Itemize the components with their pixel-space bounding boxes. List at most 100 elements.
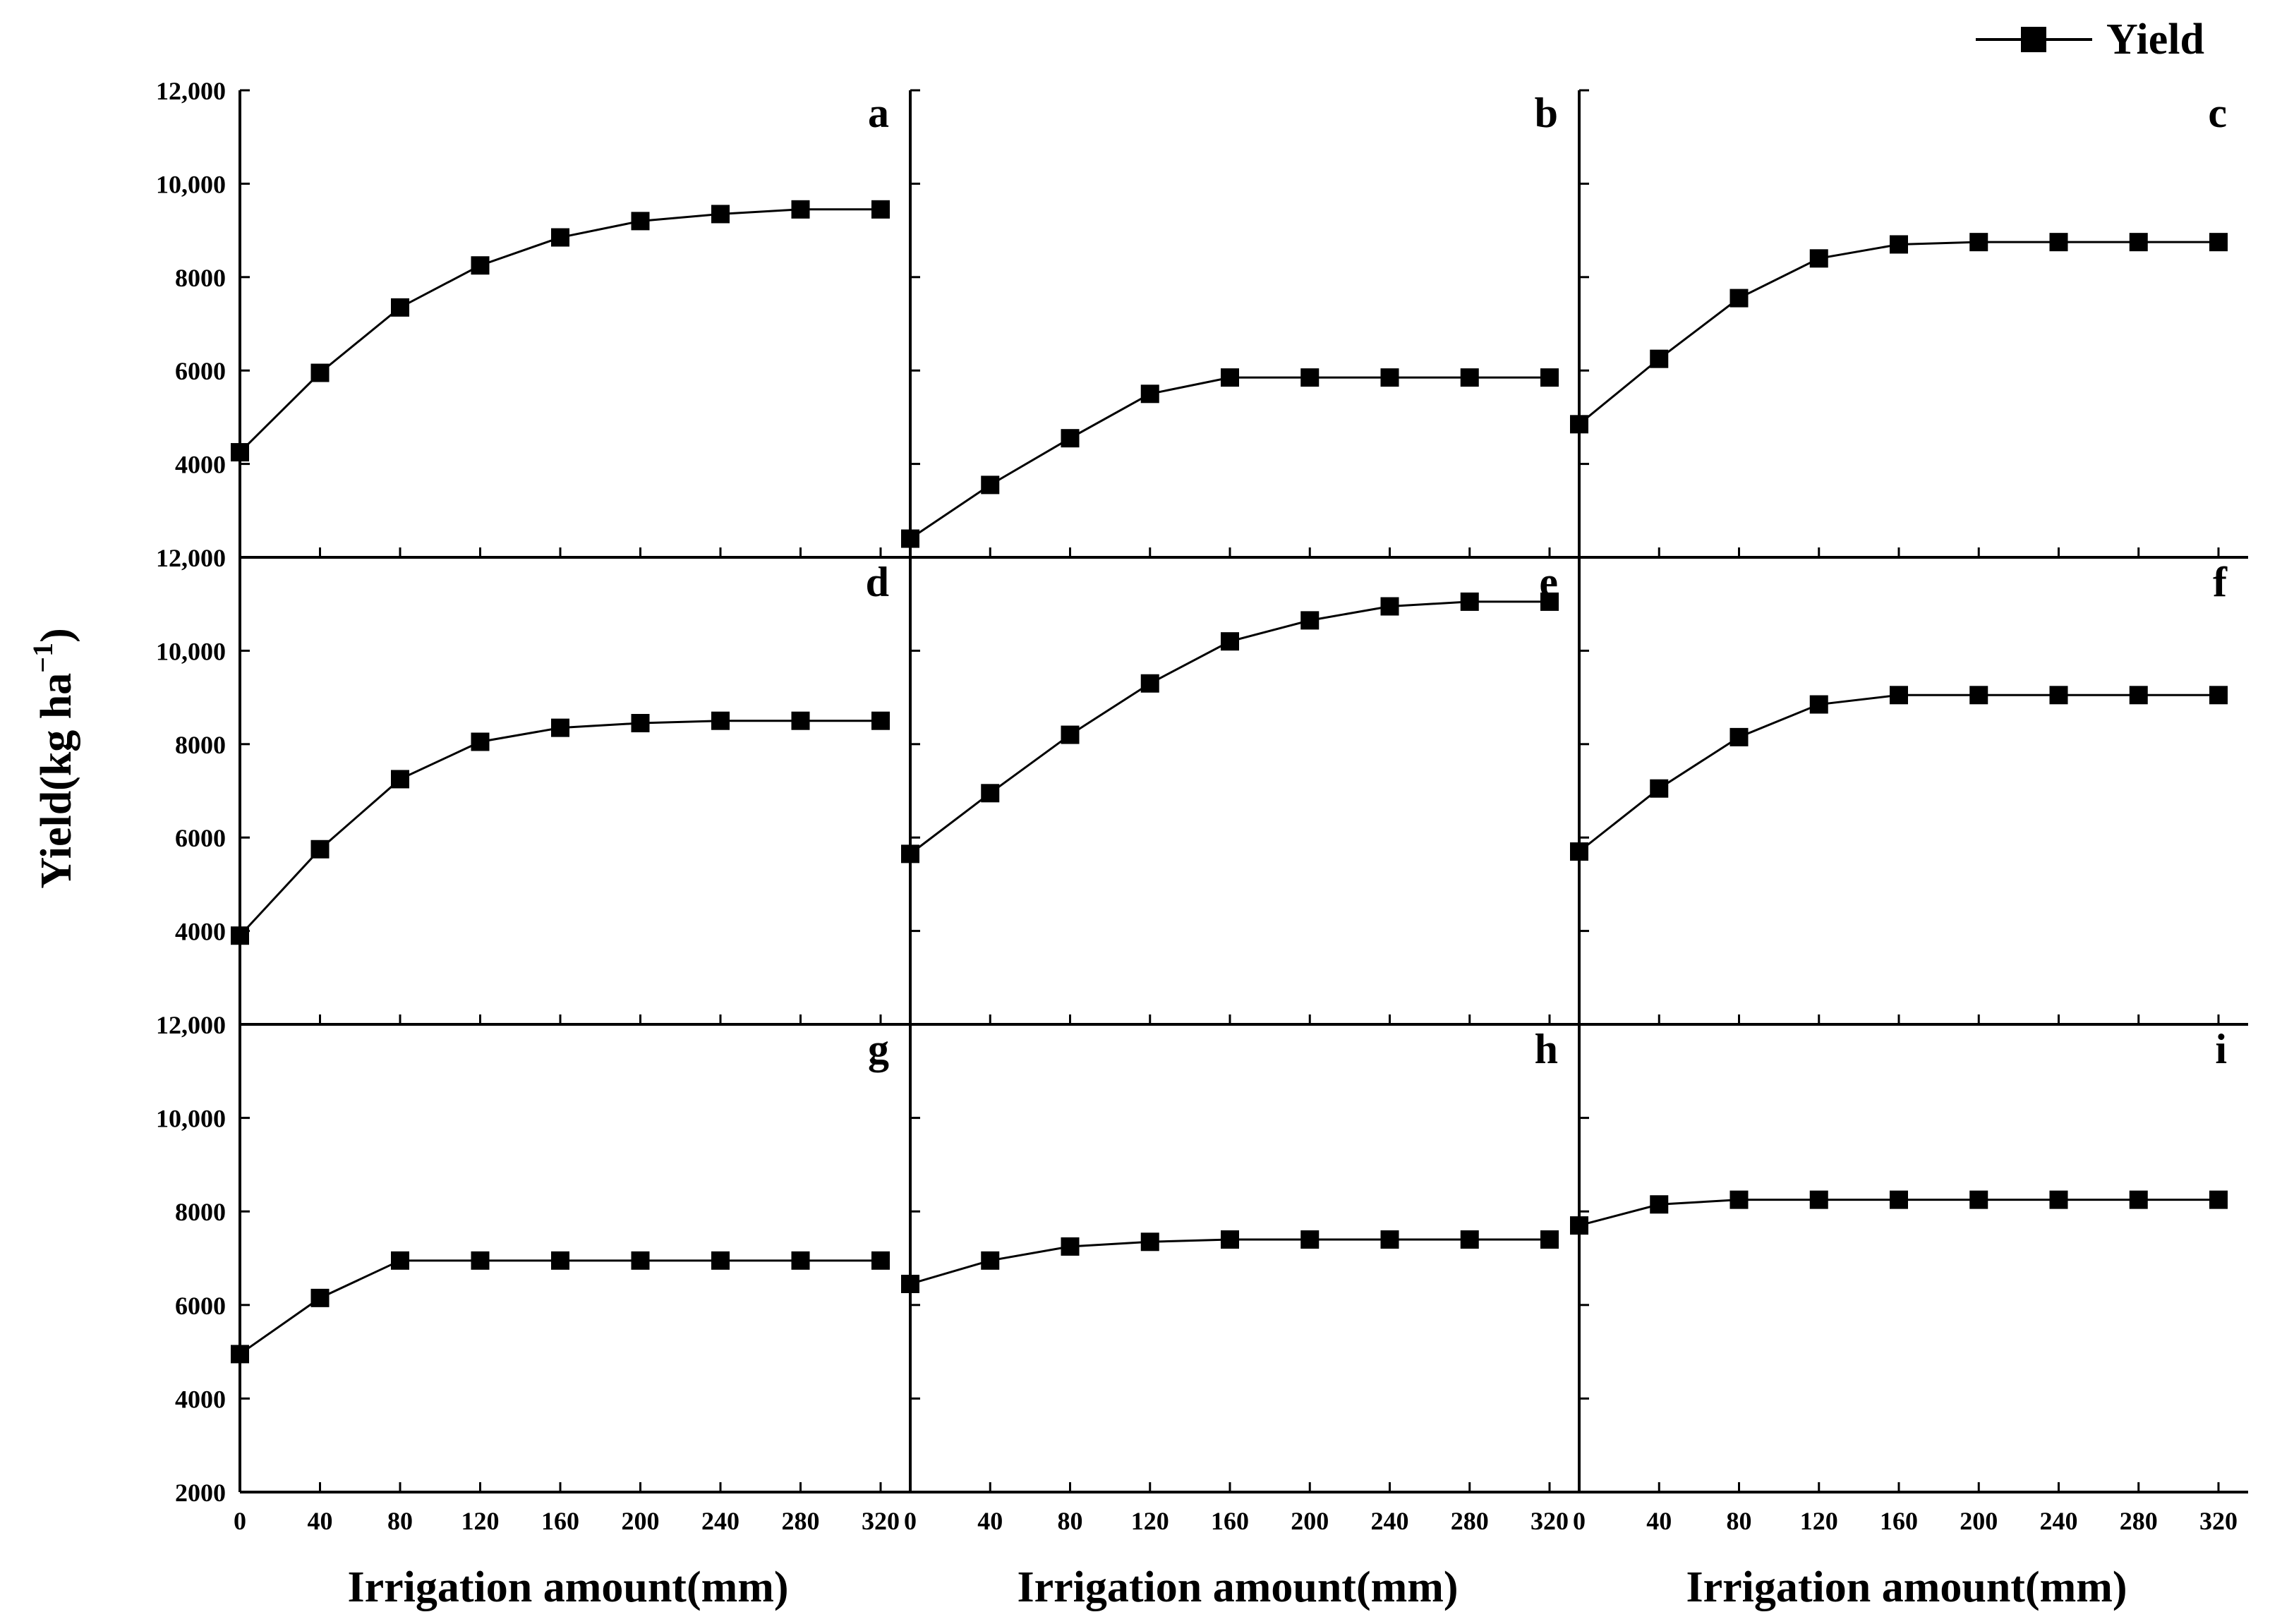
data-point-g-7 — [791, 1251, 810, 1270]
data-point-a-4 — [551, 228, 569, 247]
data-point-f-1 — [1650, 779, 1669, 798]
data-point-e-0 — [901, 844, 919, 863]
data-point-h-5 — [1300, 1230, 1320, 1249]
data-point-g-0 — [231, 1345, 249, 1364]
x-tick-label: 240 — [1371, 1507, 1409, 1535]
x-axis-title: Irrigation amount(mm) — [1017, 1563, 1458, 1611]
data-point-c-4 — [1890, 235, 1908, 254]
y-tick-label: 12,000 — [156, 1011, 226, 1039]
data-point-d-8 — [871, 711, 890, 730]
y-tick-label: 10,000 — [156, 1105, 226, 1133]
data-point-f-6 — [2049, 686, 2068, 705]
data-point-a-1 — [310, 363, 330, 382]
data-point-a-5 — [631, 212, 650, 231]
data-point-a-7 — [791, 200, 810, 219]
y-tick-label: 6000 — [175, 824, 226, 852]
data-point-h-0 — [901, 1274, 919, 1293]
y-tick-label: 8000 — [175, 264, 226, 292]
data-point-i-7 — [2129, 1190, 2148, 1209]
y-axis-label: Yield(kg ha−1) — [27, 628, 80, 889]
data-point-d-2 — [391, 770, 409, 789]
data-point-i-4 — [1890, 1190, 1908, 1209]
data-point-c-3 — [1809, 249, 1828, 268]
data-point-i-2 — [1729, 1190, 1749, 1209]
panel-g: 12,000 10,000 8000 6000 4000 2000 g — [156, 1011, 890, 1507]
data-point-c-5 — [1969, 233, 1988, 252]
x-tick-label: 0 — [234, 1507, 246, 1535]
series-line-d — [239, 720, 881, 937]
panel-i: i — [1570, 1023, 2228, 1493]
data-point-f-3 — [1809, 695, 1828, 714]
panel-label-f: f — [2213, 559, 2228, 605]
y-tick-label: 6000 — [175, 357, 226, 385]
y-tick-label: 2000 — [175, 1479, 226, 1507]
x-tick-label: 160 — [1880, 1507, 1918, 1535]
y-tick-label: 8000 — [175, 1198, 226, 1226]
data-point-c-8 — [2209, 233, 2228, 252]
data-point-f-2 — [1729, 727, 1749, 746]
data-point-b-6 — [1380, 368, 1399, 387]
x-tick-label: 200 — [1291, 1507, 1329, 1535]
data-point-c-0 — [1570, 415, 1588, 434]
x-axis-title: Irrigation amount(mm) — [347, 1563, 788, 1611]
data-point-i-5 — [1969, 1190, 1988, 1209]
series-line-c — [1578, 241, 2218, 425]
panel-label-i: i — [2215, 1026, 2227, 1072]
data-point-d-5 — [631, 714, 650, 733]
panel-label-a: a — [868, 90, 889, 136]
y-tick-label: 6000 — [175, 1292, 226, 1320]
y-tick-label: 4000 — [175, 918, 226, 946]
data-point-h-1 — [981, 1251, 1000, 1270]
data-point-a-0 — [231, 443, 249, 462]
series-line-f — [1578, 693, 2218, 853]
x-tick-label: 120 — [461, 1507, 500, 1535]
data-point-a-2 — [391, 298, 409, 317]
data-point-g-3 — [471, 1251, 490, 1270]
data-point-d-7 — [791, 711, 810, 730]
x-tick-label: 80 — [1058, 1507, 1083, 1535]
data-point-f-7 — [2129, 686, 2148, 705]
y-tick-label: 12,000 — [156, 77, 226, 105]
x-axis-title: Irrigation amount(mm) — [1686, 1563, 2127, 1611]
panel-label-b: b — [1535, 90, 1558, 136]
x-tick-label: 120 — [1800, 1507, 1838, 1535]
data-point-i-0 — [1570, 1216, 1588, 1235]
data-point-h-2 — [1061, 1237, 1080, 1256]
data-point-b-4 — [1221, 368, 1239, 387]
x-tick-label: 80 — [1727, 1507, 1752, 1535]
series-line-g — [239, 1259, 881, 1355]
data-point-i-6 — [2049, 1190, 2068, 1209]
legend: Yield — [1976, 16, 2204, 63]
x-tick-label: 320 — [1531, 1507, 1569, 1535]
y-tick-label: 12,000 — [156, 544, 226, 572]
data-point-a-3 — [471, 256, 490, 275]
data-point-c-1 — [1650, 349, 1669, 368]
data-point-b-5 — [1300, 368, 1320, 387]
data-point-g-8 — [871, 1251, 890, 1270]
x-tick-label: 40 — [308, 1507, 333, 1535]
data-point-b-1 — [981, 475, 1000, 495]
x-tick-label: 120 — [1131, 1507, 1169, 1535]
data-point-e-3 — [1140, 674, 1159, 693]
data-point-i-1 — [1650, 1195, 1669, 1214]
x-tick-label: 200 — [1960, 1507, 1998, 1535]
data-point-b-7 — [1460, 368, 1479, 387]
y-tick-label: 4000 — [175, 451, 226, 479]
data-point-i-3 — [1809, 1190, 1828, 1209]
data-point-g-6 — [711, 1251, 730, 1270]
data-point-c-7 — [2129, 233, 2148, 252]
legend-marker — [2021, 27, 2046, 52]
data-point-e-5 — [1300, 611, 1320, 630]
panel-b: b — [901, 89, 1559, 557]
data-point-a-6 — [711, 205, 730, 224]
data-point-f-8 — [2209, 686, 2228, 705]
panel-label-e: e — [1539, 559, 1558, 605]
data-point-g-2 — [391, 1251, 409, 1270]
data-point-f-4 — [1890, 686, 1908, 705]
x-tick-label: 200 — [622, 1507, 660, 1535]
x-tick-label: 280 — [2120, 1507, 2158, 1535]
data-point-b-8 — [1540, 368, 1559, 387]
y-tick-label: 10,000 — [156, 170, 226, 198]
x-tick-label: 320 — [862, 1507, 900, 1535]
